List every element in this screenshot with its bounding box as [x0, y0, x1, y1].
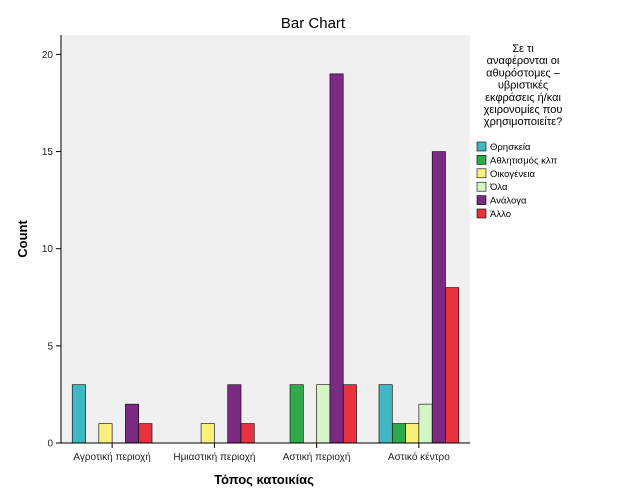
- y-tick-label: 20: [42, 50, 54, 61]
- legend-label: Θρησκεία: [490, 142, 531, 153]
- legend-title-line: εκφράσεις ή/και: [485, 92, 561, 104]
- bar: [316, 384, 331, 444]
- bar: [431, 151, 446, 444]
- legend-label: Ανάλογα: [490, 196, 527, 207]
- x-axis-title: Τόπος κατοικίας: [214, 472, 314, 487]
- legend-title-line: Σε τι: [512, 43, 534, 55]
- legend-label: Οικογένεια: [490, 169, 535, 180]
- legend-label: Αθλητισμός κλπ: [490, 155, 558, 166]
- y-tick-label: 15: [42, 147, 54, 158]
- x-tick-label: Ημιαστική περιοχή: [173, 451, 255, 463]
- bar: [240, 423, 255, 444]
- legend-swatch: [476, 208, 487, 219]
- bar: [71, 384, 86, 444]
- bar: [125, 403, 140, 444]
- x-tick-label: Αστικό κέντρο: [388, 451, 450, 463]
- axes-group: Αγροτική περιοχή Ημιαστική περιοχή Αστική …: [42, 35, 470, 463]
- bar: [289, 384, 304, 444]
- legend-swatch: [476, 141, 487, 152]
- legend-label: Όλα: [489, 182, 508, 193]
- legend-swatch: [476, 168, 487, 179]
- bar: [378, 384, 393, 444]
- y-axis-title: Count: [15, 220, 30, 258]
- legend-swatch: [476, 181, 487, 192]
- bars-group: [71, 73, 460, 444]
- legend-title-line: χρησιμοποιείτε?: [484, 116, 562, 128]
- x-tick-label: Αστική περιοχή: [283, 451, 351, 463]
- legend-swatch: [476, 155, 487, 165]
- y-tick-label: 5: [47, 341, 53, 352]
- bar: [405, 423, 420, 444]
- bar: [445, 287, 460, 444]
- bar: [98, 423, 113, 444]
- legend: Σε τι αναφέρονται οι αθυρόστομες – υβριστικ…: [476, 43, 563, 220]
- bar: [138, 423, 153, 444]
- bar: [329, 73, 344, 444]
- legend-swatch: [476, 195, 487, 205]
- bar: [391, 423, 406, 444]
- bar: [342, 384, 357, 444]
- legend-title-line: αναφέρονται οι: [487, 55, 560, 67]
- legend-title-line: αθυρόστομες –: [486, 67, 561, 79]
- legend-title-line: υβριστικές: [498, 80, 548, 92]
- legend-label: Άλλο: [490, 209, 511, 220]
- legend-title: Σε τι αναφέρονται οι αθυρόστομες – υβριστικ…: [484, 43, 563, 128]
- y-tick-label: 0: [47, 439, 53, 450]
- y-tick-label: 10: [42, 244, 54, 255]
- bar: [227, 384, 242, 444]
- chart-title: Bar Chart: [281, 15, 346, 32]
- x-tick-label: Αγροτική περιοχή: [73, 451, 150, 463]
- legend-title-line: χειρονομίες που: [484, 104, 563, 116]
- plot-area: [61, 35, 470, 443]
- bar: [200, 423, 215, 444]
- bar: [418, 403, 433, 444]
